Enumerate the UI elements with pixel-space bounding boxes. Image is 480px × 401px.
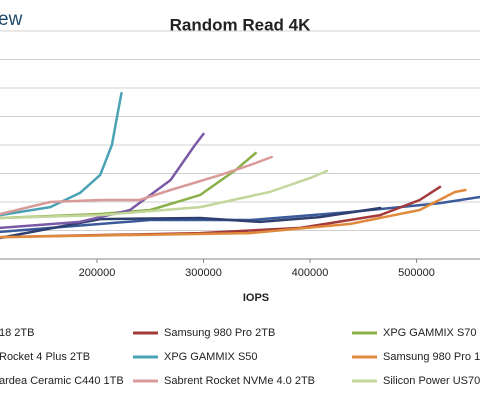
legend-label: XPG GAMMIX S70 bbox=[383, 327, 477, 339]
x-tick-label: 400000 bbox=[292, 267, 329, 279]
brand: ew bbox=[0, 9, 23, 30]
series-line bbox=[0, 91, 123, 217]
legend-label: ardea Ceramic C440 1TB bbox=[0, 375, 124, 387]
legend-label: Rocket 4 Plus 2TB bbox=[0, 351, 90, 363]
series-line bbox=[0, 169, 329, 220]
x-axis-title: IOPS bbox=[243, 292, 269, 304]
series-line bbox=[0, 132, 205, 230]
x-tick-label: 300000 bbox=[185, 267, 222, 279]
legend-label: Silicon Power US70 bbox=[383, 375, 480, 387]
x-tick-label: 200000 bbox=[79, 267, 116, 279]
legend-label: Sabrent Rocket NVMe 4.0 2TB bbox=[164, 375, 315, 387]
legend-label: Samsung 980 Pro 1 bbox=[383, 351, 480, 363]
chart-title: Random Read 4K bbox=[170, 15, 311, 34]
series-line bbox=[0, 185, 442, 239]
x-tick-label: 500000 bbox=[398, 267, 435, 279]
series-line bbox=[0, 188, 467, 239]
series-line bbox=[0, 155, 273, 216]
legend-label: Samsung 980 Pro 2TB bbox=[164, 327, 275, 339]
series-line bbox=[0, 195, 480, 234]
legend-label: XPG GAMMIX S50 bbox=[164, 351, 258, 363]
legend-label: 18 2TB bbox=[0, 327, 34, 339]
